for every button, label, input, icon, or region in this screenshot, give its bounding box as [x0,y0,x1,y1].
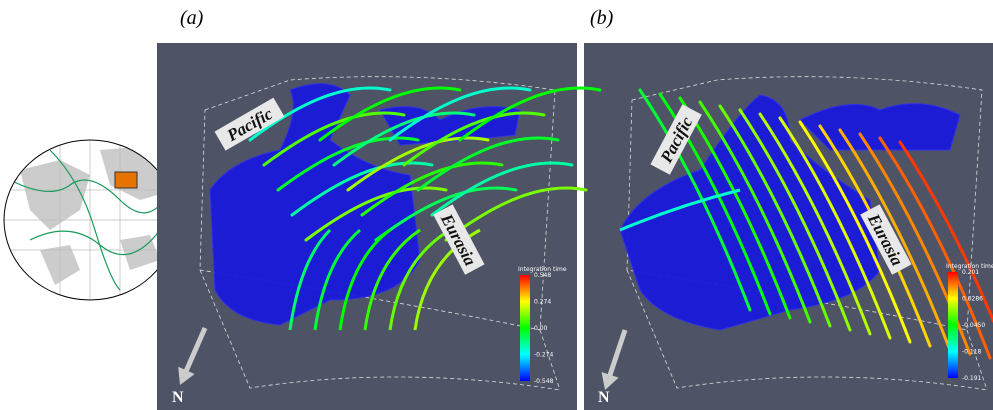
colorbar-tick-label: 0.274 [534,299,551,306]
globe [4,140,176,300]
north-label: N [598,389,610,406]
panel-label: (a) [180,7,204,29]
colorbar-tick-label: -0.118 [962,349,982,356]
colorbar-tick-label: -0.191 [962,375,982,382]
colorbar-tick-label: -0.274 [534,352,554,359]
colorbar-tick-label: -0.0450 [962,322,985,329]
colorbar [520,275,530,381]
colorbar [948,272,958,378]
colorbar-tick-label: -0.548 [534,378,554,385]
colorbar-tick-label: 0.201 [962,269,979,276]
colorbar-tick-label: 0.0286 [962,296,983,303]
colorbar-tick-label: 0.548 [534,272,551,279]
north-label: N [172,389,184,406]
panel-label: (b) [590,7,614,29]
page: {"panels":[ {"label":"(a)","regions":["P… [0,0,993,410]
colorbar-tick-label: 0.00 [534,325,548,332]
figure: PacificEurasiaNIntegration time0.5480.27… [0,0,993,410]
